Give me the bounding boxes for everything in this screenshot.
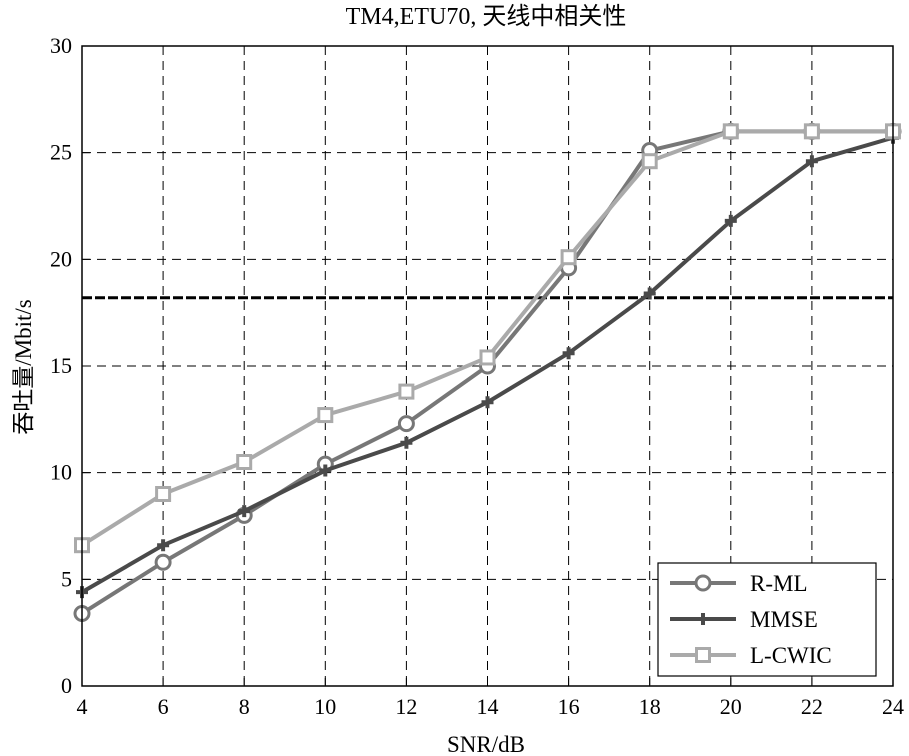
legend-label: MMSE [750,607,818,632]
x-tick-label: 22 [801,694,823,719]
data-point [560,249,577,266]
x-tick-label: 10 [314,694,336,719]
data-point [724,214,737,227]
x-axis-label: SNR/dB [447,732,525,756]
data-point [803,123,820,140]
y-tick-label: 30 [50,33,72,58]
data-point [643,287,656,300]
y-tick-label: 25 [50,140,72,165]
x-tick-label: 16 [558,694,580,719]
y-tick-label: 5 [61,566,72,591]
x-tick-label: 24 [882,694,904,719]
x-tick-label: 8 [239,694,250,719]
legend-entry: MMSE [670,607,818,632]
y-axis-label: 吞吐量/Mbit/s [11,299,36,435]
legend-marker [694,574,712,592]
legend-label: R-ML [750,571,808,596]
data-point [398,383,415,400]
x-tick-label: 14 [477,694,499,719]
data-point [562,347,575,360]
y-tick-label: 0 [61,673,72,698]
data-point [722,123,739,140]
data-point [481,396,494,409]
data-point [155,486,172,502]
x-tick-label: 4 [77,694,88,719]
series-layer [73,122,902,622]
x-tick-label: 20 [720,694,742,719]
data-point [641,153,658,170]
y-tick-label: 10 [50,460,72,485]
series-l-cwic [74,123,901,554]
y-tick-label: 20 [50,246,72,271]
legend-entry: L-CWIC [670,643,832,668]
x-tick-label: 12 [395,694,417,719]
y-tick-label: 15 [50,353,72,378]
legend: R-ML MMSE L-CWIC [657,562,877,677]
data-point [400,436,413,449]
legend-entry: R-ML [670,571,808,596]
x-axis-ticks: 4 6 8 10 12 14 16 18 20 22 24 [77,678,904,719]
data-point [157,539,170,552]
data-point [479,349,496,366]
data-point [397,415,415,433]
data-point [805,155,818,168]
data-point [154,553,172,571]
x-tick-label: 6 [158,694,169,719]
legend-marker [695,647,711,663]
chart-title: TM4,ETU70, 天线中相关性 [346,3,627,30]
legend-marker [697,613,709,625]
x-tick-label: 18 [639,694,661,719]
y-axis-ticks: 0 5 10 15 20 25 30 [50,33,90,698]
legend-label: L-CWIC [750,643,832,668]
data-point [236,454,253,470]
data-point [238,505,251,518]
data-point [317,407,334,424]
data-point [319,464,332,477]
